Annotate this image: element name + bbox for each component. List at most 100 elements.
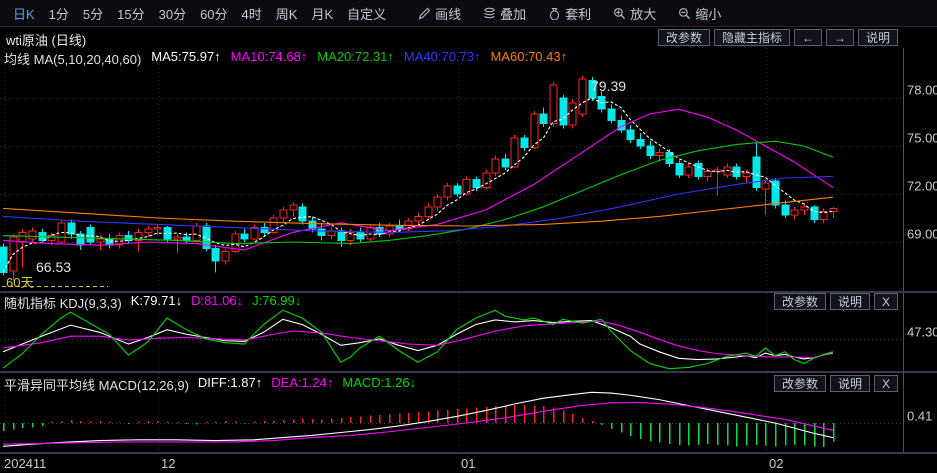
period-4hour[interactable]: 4时 [241,6,262,22]
ma-line-ma40 [2,175,833,233]
candle-down [694,160,703,180]
candle-up [684,163,693,178]
ma-value-2: MA20:72.31↑ [317,49,394,64]
candle-down [453,182,462,198]
candle-down [539,107,548,127]
price-axis-label: 69.00 [907,227,937,242]
candle-down [597,91,606,113]
period-day-k[interactable]: 日K [13,6,35,22]
candle-down [626,125,635,143]
x-axis-label: 02 [769,456,784,471]
macd-diff-line [2,391,834,447]
overlay-tool[interactable]: 叠加 [472,4,537,23]
prev-button[interactable]: ← [793,29,822,46]
macd-title: 平滑异同平均线 MACD(12,26,9) [4,378,189,393]
price-axis-label: 75.00 [907,131,937,146]
zoom-out-tool-label: 缩小 [695,6,722,22]
main-header-buttons: 改参数 隐藏主指标 ← → 说明 [657,29,898,46]
ma-value-4: MA60:70.43↑ [490,49,568,64]
candle-up [28,227,37,242]
candle-up [115,232,124,249]
close-button[interactable]: X [873,375,898,392]
candle-up [443,182,452,201]
zoom-in-tool-label: 放大 [630,6,657,22]
candle-down [752,142,761,191]
kdj-value-2: J:76.99↓ [252,293,302,308]
draw-line-tool[interactable]: 画线 [407,4,472,23]
macd-header-buttons: 改参数 说明 X [773,375,898,392]
params-button[interactable]: 改参数 [773,375,826,392]
candle-down [308,216,317,233]
zoom-out-tool[interactable]: 缩小 [667,4,732,23]
ma-indicator-label: 均线 MA(5,10,20,40,60) [4,52,142,67]
candle-up [491,155,500,177]
candle-up [790,206,799,220]
main-chart-canvas[interactable]: 78.00 75.00 72.00 69.00 [0,48,937,291]
ma-header: 均线 MA(5,10,20,40,60) MA5:75.97↑ MA10:74.6… [4,49,567,68]
params-button[interactable]: 改参数 [657,29,710,46]
params-button[interactable]: 改参数 [773,293,826,310]
panel-separator [0,371,937,373]
candle-up [482,170,491,190]
kdj-panel-canvas[interactable]: 47.30 [0,293,937,371]
price-axis-label: 78.00 [907,83,937,98]
overlay-icon [483,7,496,20]
ma-line-ma20 [2,140,834,245]
kdj-title: 随机指标 KDJ(9,3,3) [4,296,122,311]
help-button[interactable]: 说明 [857,29,898,46]
candle-up [221,248,230,265]
x-axis-label: 202411 [4,456,47,471]
help-button[interactable]: 说明 [829,375,870,392]
candle-up [549,82,558,127]
kdj-header: 随机指标 KDJ(9,3,3) K:79.71↓ D:81.06↓ J:76.99↓ [4,293,301,312]
high-price-annotation: 79.39 [591,78,627,94]
candle-down [501,154,510,170]
period-5min[interactable]: 5分 [82,6,104,22]
toolbar-periods: 日K 1分 5分 15分 30分 60分 4时 周K 月K 自定义 [6,4,393,23]
period-week-k[interactable]: 周K [275,6,298,22]
period-1min[interactable]: 1分 [48,6,69,22]
kdj-value-1: D:81.06↓ [191,293,244,308]
candle-down [646,141,655,159]
arbitrage-tool[interactable]: 套利 [537,4,602,23]
pencil-icon [418,7,431,20]
kdj-line-j [2,309,834,370]
candle-down [559,94,568,129]
period-custom[interactable]: 自定义 [347,6,387,22]
candle-up [761,179,770,215]
macd-axis-label: 0.41 [907,409,932,424]
period-15min[interactable]: 15分 [117,6,145,22]
candle-down [298,203,307,225]
candle-up [819,208,828,223]
kdj-axis-label: 47.30 [907,325,937,340]
x-axis-label: 01 [461,456,476,471]
next-button[interactable]: → [825,29,854,46]
ma-line-ma60 [2,196,833,227]
zoom-in-tool[interactable]: 放大 [602,4,667,23]
help-button[interactable]: 说明 [829,293,870,310]
macd-panel-canvas[interactable]: 0.41 [0,373,937,452]
candle-up [269,214,278,234]
overlay-tool-label: 叠加 [500,6,527,22]
candle-up [713,166,722,196]
hide-main-indicator-button[interactable]: 隐藏主指标 [713,29,790,46]
ma60-tag: 60天 [6,275,34,290]
period-60min[interactable]: 60分 [200,6,228,22]
candle-up [568,99,577,129]
candle-down [317,222,326,241]
candle-up [18,229,27,268]
ma-line-ma5 [2,97,833,273]
kdj-header-buttons: 改参数 说明 X [773,293,898,310]
ma-value-0: MA5:75.97↑ [151,49,221,64]
toolbar-tools: 画线 叠加 套利 放大 缩小 [407,4,732,23]
ma-value-3: MA40:70.73↑ [403,49,481,64]
macd-value-2: MACD:1.26↓ [342,375,417,390]
panel-separator [0,291,937,293]
period-month-k[interactable]: 月K [311,6,334,22]
period-30min[interactable]: 30分 [158,6,187,22]
candle-up [153,224,162,236]
candle-down [86,224,95,246]
bottom-separator [0,452,937,454]
candle-up [800,203,809,215]
close-button[interactable]: X [873,293,898,310]
